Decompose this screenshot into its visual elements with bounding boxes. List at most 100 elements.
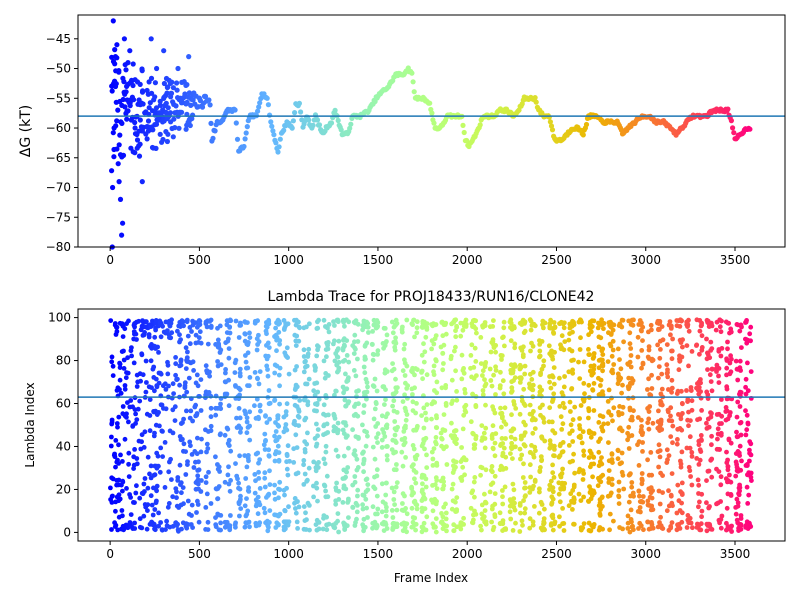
lambda-point: [233, 357, 239, 363]
lambda-point: [630, 523, 635, 529]
lambda-point: [626, 424, 632, 430]
lambda-point: [164, 518, 170, 524]
lambda-y-tick-label: 80: [56, 354, 71, 368]
lambda-point: [419, 352, 425, 358]
lambda-point: [688, 418, 693, 423]
lambda-point: [296, 407, 301, 412]
lambda-point: [459, 352, 465, 358]
lambda-point: [355, 356, 360, 362]
lambda-point: [748, 441, 754, 447]
lambda-point: [552, 443, 557, 449]
lambda-point: [403, 423, 408, 429]
lambda-point: [265, 373, 271, 379]
lambda-point: [709, 366, 715, 372]
lambda-plot-frame: [77, 308, 786, 542]
lambda-point: [324, 354, 329, 360]
lambda-point: [185, 349, 190, 355]
dg-point: [161, 48, 167, 54]
lambda-point: [460, 327, 466, 333]
lambda-point: [471, 479, 477, 485]
lambda-point: [528, 474, 533, 480]
lambda-point: [413, 456, 419, 462]
lambda-point: [375, 421, 381, 426]
lambda-point: [628, 471, 633, 476]
lambda-point: [321, 317, 327, 323]
lambda-point: [421, 405, 427, 411]
dg-point: [277, 136, 283, 142]
lambda-point: [263, 520, 268, 526]
lambda-point: [410, 399, 416, 405]
lambda-point: [273, 525, 279, 530]
lambda-point: [190, 418, 196, 424]
lambda-point: [738, 390, 744, 395]
lambda-point: [744, 427, 750, 433]
lambda-point: [628, 517, 634, 522]
lambda-point: [646, 472, 652, 478]
lambda-point: [293, 322, 299, 328]
lambda-point: [244, 496, 249, 501]
lambda-point: [746, 492, 752, 498]
lambda-point: [626, 499, 632, 505]
dg-point: [296, 100, 302, 106]
lambda-point: [311, 388, 317, 394]
dg-point: [348, 121, 354, 127]
lambda-point: [649, 386, 655, 391]
lambda-point: [306, 376, 312, 382]
lambda-point: [284, 345, 290, 351]
lambda-point: [150, 522, 156, 528]
lambda-point: [490, 339, 496, 345]
lambda-point: [370, 383, 376, 389]
lambda-point: [421, 437, 427, 442]
lambda-point: [598, 377, 604, 383]
lambda-point: [664, 371, 670, 376]
lambda-point: [265, 367, 270, 372]
lambda-point: [301, 482, 307, 487]
lambda-point: [321, 432, 326, 438]
dg-point: [179, 79, 185, 85]
lambda-point: [649, 495, 655, 501]
lambda-point: [116, 492, 122, 498]
lambda-point: [247, 524, 252, 530]
lambda-point: [669, 356, 675, 362]
lambda-point: [139, 439, 145, 445]
lambda-point: [441, 504, 447, 510]
lambda-point: [333, 501, 339, 507]
lambda-point: [718, 353, 724, 359]
lambda-point: [379, 413, 385, 419]
lambda-point: [404, 412, 410, 417]
lambda-point: [423, 410, 428, 416]
lambda-point: [576, 491, 582, 497]
lambda-point: [413, 470, 419, 475]
lambda-point: [690, 525, 695, 531]
lambda-point: [190, 359, 196, 365]
lambda-point: [698, 377, 703, 382]
dg-point: [232, 107, 238, 113]
lambda-point: [699, 333, 705, 339]
lambda-point: [163, 406, 169, 412]
lambda-point: [600, 352, 606, 357]
lambda-point: [734, 496, 740, 502]
lambda-point: [361, 403, 367, 408]
lambda-point: [344, 338, 350, 343]
lambda-point: [699, 347, 705, 353]
lambda-point: [252, 403, 257, 409]
lambda-point: [166, 469, 172, 475]
lambda-point: [253, 497, 259, 503]
lambda-point: [591, 351, 597, 356]
lambda-point: [123, 375, 129, 381]
lambda-point: [728, 492, 734, 497]
lambda-point: [718, 499, 723, 504]
lambda-point: [282, 350, 288, 356]
lambda-point: [156, 380, 162, 386]
lambda-point: [618, 375, 624, 381]
lambda-point: [400, 399, 406, 404]
lambda-point: [497, 510, 503, 516]
lambda-point: [733, 358, 739, 364]
lambda-point: [513, 406, 519, 411]
lambda-point: [380, 499, 386, 505]
lambda-x-ticks: 0 500 1000 1500 2000 2500 3000 3500: [106, 541, 750, 561]
lambda-point: [141, 332, 147, 338]
lambda-point: [599, 424, 604, 430]
lambda-point: [687, 434, 693, 440]
lambda-point: [274, 437, 280, 443]
